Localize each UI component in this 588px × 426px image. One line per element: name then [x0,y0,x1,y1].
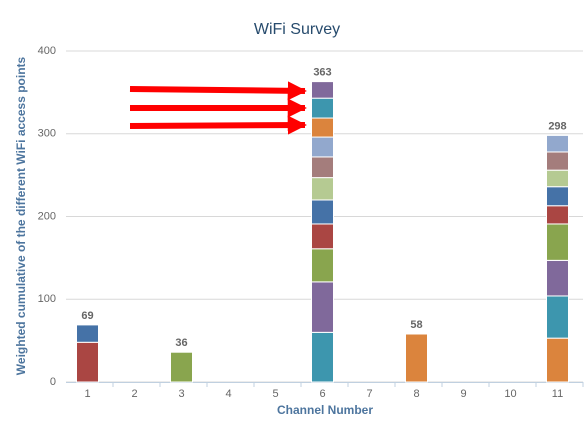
y-axis-label: Weighted cumulative of the different WiF… [14,56,28,375]
arrow [129,81,307,101]
bar-segment [546,151,569,171]
y-tick-label: 100 [38,293,56,305]
bar-segment [546,295,569,339]
bar-segment [76,324,99,343]
x-tick-label: 10 [504,388,516,400]
total-label: 36 [175,337,187,349]
annotation-arrows [129,81,307,135]
bar-segment [311,81,334,99]
x-tick-label: 1 [84,388,90,400]
y-tick-label: 0 [50,376,56,388]
x-tick-label: 6 [319,388,325,400]
bar-segment [311,223,334,250]
y-tick-label: 400 [38,45,56,57]
total-label: 58 [410,319,422,331]
bar-segment [546,169,569,188]
x-tick-label: 3 [178,388,184,400]
total-label: 363 [313,67,331,79]
arrow [129,115,307,135]
x-tick-label: 5 [272,388,278,400]
bar-segment [170,351,193,383]
total-label: 69 [81,310,93,322]
x-tick-label: 4 [225,388,231,400]
bar-segment [405,333,428,383]
bar-segment [311,117,334,138]
bar-segment [546,134,569,153]
x-tick-label: 11 [552,388,563,400]
bar-segment [311,177,334,201]
x-tick-label: 7 [366,388,372,400]
plot-area: 0 100 200 300 400 1 69 2 3 36 4 5 6 363 7 8 58 9 10 11 298 [38,45,584,400]
y-tick-label: 200 [38,210,56,222]
x-tick-label: 8 [413,388,419,400]
bar-segment [76,341,99,383]
x-tick-label: 2 [131,388,137,400]
x-tick-label: 9 [460,388,466,400]
y-tick-label: 300 [38,128,56,140]
total-label: 298 [548,120,566,132]
bar-segment [546,259,569,297]
bar-segment [311,281,334,333]
bar-segment [311,97,334,119]
bar-segment [546,223,569,261]
bar-segment [311,248,334,283]
bar-segment [311,331,334,383]
chart-title: WiFi Survey [254,21,340,38]
bar-segment [546,186,569,207]
bar-segment [546,337,569,383]
bar-segment [311,199,334,225]
bar-segment [311,156,334,179]
x-axis-label: Channel Number [277,403,373,417]
bar-segment [546,205,569,225]
bar-segment [311,136,334,158]
